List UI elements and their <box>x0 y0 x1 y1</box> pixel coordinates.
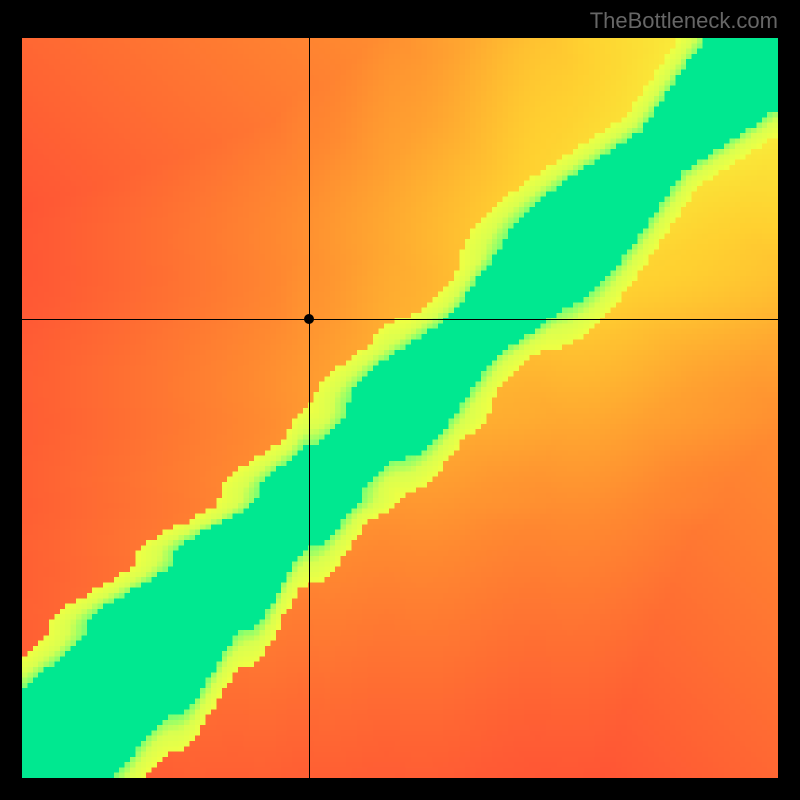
crosshair-horizontal <box>22 319 778 320</box>
heatmap-plot-area <box>22 38 778 778</box>
heatmap-canvas <box>22 38 778 778</box>
watermark-text: TheBottleneck.com <box>590 8 778 34</box>
marker-dot <box>304 314 314 324</box>
crosshair-vertical <box>309 38 310 778</box>
